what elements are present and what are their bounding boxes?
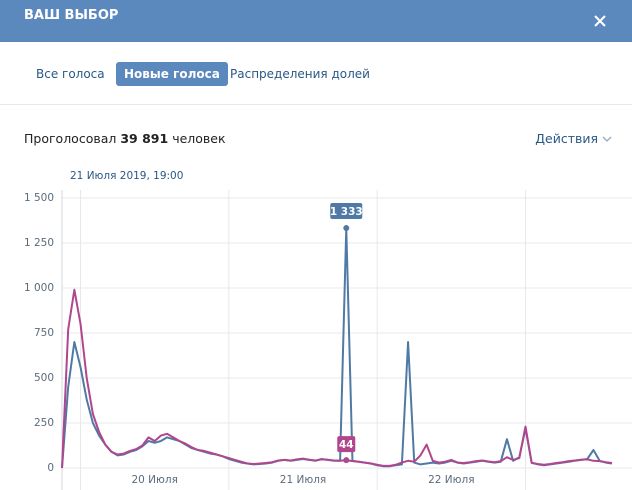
hover-date: 21 Июля 2019, 19:00	[70, 170, 183, 182]
hover-point	[343, 225, 350, 232]
tab[interactable]: Распределения долей	[230, 67, 370, 81]
hover-label-box	[337, 436, 356, 453]
summary-count: 39 891	[120, 131, 169, 146]
hover-label: 44	[339, 439, 354, 451]
y-tick-label: 1 000	[24, 282, 54, 294]
summary-prefix: Проголосовал	[24, 131, 117, 146]
hover-point	[343, 457, 350, 464]
tab[interactable]: Новые голоса	[116, 62, 228, 86]
actions[interactable]: Действия	[535, 131, 612, 146]
series-line	[61, 227, 613, 469]
header: ВАШ ВЫБОР	[0, 0, 632, 42]
y-tick-label: 250	[34, 417, 54, 429]
header-title: ВАШ ВЫБОР	[24, 8, 119, 23]
summary: Проголосовал 39 891 человек	[24, 131, 226, 146]
close-button[interactable]	[588, 9, 612, 33]
y-tick-label: 1 500	[24, 192, 54, 204]
tabs: Все голоса Новые голоса Распределения доле…	[0, 42, 632, 105]
y-tick-label: 0	[47, 462, 54, 474]
y-tick-label: 1 250	[24, 237, 54, 249]
actions-label: Действия	[535, 131, 599, 146]
x-tick-label: 22 Июля	[428, 474, 474, 486]
hover-label-box	[330, 203, 363, 220]
hover-label: 1 333	[330, 206, 363, 218]
y-tick-label: 500	[34, 372, 54, 384]
x-tick-label: 20 Июля	[131, 474, 177, 486]
series-line	[61, 288, 613, 469]
chart: 0 250 500 750 1 000 1 250 1 500 20 Июля 21 Июля 2…	[24, 170, 632, 490]
y-tick-label: 750	[34, 327, 54, 339]
x-tick-label: 21 Июля	[280, 474, 326, 486]
tab[interactable]: Все голоса	[36, 67, 105, 81]
summary-suffix: человек	[172, 131, 226, 146]
chevron	[602, 136, 612, 142]
